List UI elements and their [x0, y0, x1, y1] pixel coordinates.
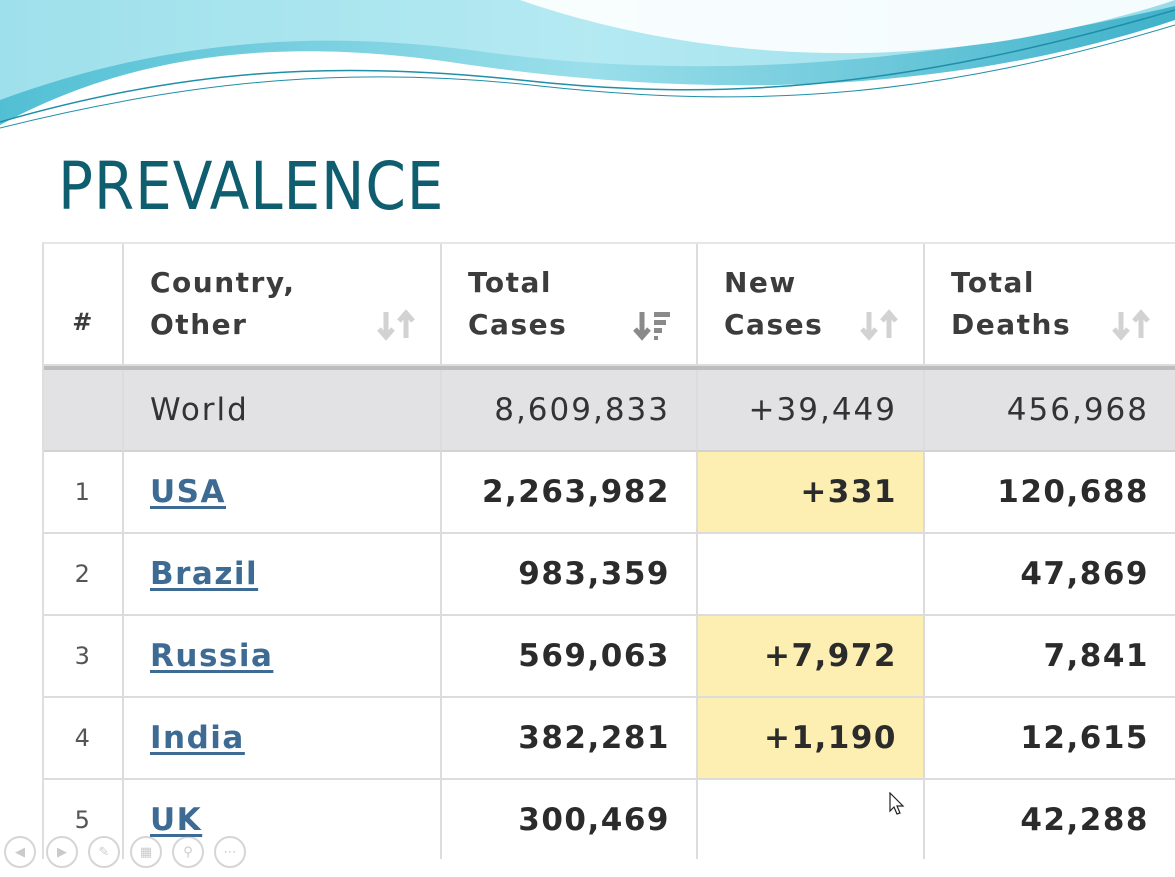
row-total-cases: 300,469	[442, 780, 698, 859]
header-total-deaths-line2: Deaths	[951, 308, 1072, 341]
row-new-cases: +1,190	[698, 698, 925, 780]
row-country-cell: Brazil	[124, 534, 442, 616]
presentation-controls: ◀ ▶ ✎ ▦ ⚲ ⋯	[4, 836, 246, 868]
world-total-cases: 8,609,833	[442, 370, 698, 452]
header-total-deaths-text: Total Deaths	[925, 262, 1071, 346]
row-country-cell: Russia	[124, 616, 442, 698]
table-grid: # Country, Other Total Cases	[44, 244, 1175, 859]
header-country-line2: Other	[150, 308, 248, 341]
header-total-deaths-line1: Total	[951, 266, 1035, 299]
row-total-deaths: 47,869	[925, 534, 1175, 616]
row-country-cell: USA	[124, 452, 442, 534]
zoom-icon[interactable]: ⚲	[172, 836, 204, 868]
row-rank: 3	[44, 616, 124, 698]
country-link-russia[interactable]: Russia	[150, 638, 274, 674]
header-new-cases-line1: New	[724, 266, 797, 299]
header-new-cases-text: New Cases	[698, 262, 823, 346]
row-new-cases: +331	[698, 452, 925, 534]
row-total-deaths: 7,841	[925, 616, 1175, 698]
country-link-usa[interactable]: USA	[150, 474, 226, 510]
row-total-deaths: 120,688	[925, 452, 1175, 534]
slide-title: PREVALENCE	[58, 148, 445, 225]
world-rank-cell	[44, 370, 124, 452]
row-total-cases: 2,263,982	[442, 452, 698, 534]
row-rank: 5	[44, 780, 124, 859]
row-total-cases: 382,281	[442, 698, 698, 780]
header-country[interactable]: Country, Other	[124, 244, 442, 366]
header-rank-label: #	[72, 308, 94, 336]
header-total-cases-text: Total Cases	[442, 262, 567, 346]
header-country-line1: Country,	[150, 266, 296, 299]
sort-updown-icon[interactable]	[859, 308, 901, 342]
next-icon[interactable]: ▶	[46, 836, 78, 868]
row-new-cases	[698, 780, 925, 859]
header-rank[interactable]: #	[44, 244, 124, 366]
country-link-brazil[interactable]: Brazil	[150, 556, 259, 592]
world-country-cell: World	[124, 370, 442, 452]
header-total-cases[interactable]: Total Cases	[442, 244, 698, 366]
row-rank: 2	[44, 534, 124, 616]
row-total-deaths: 42,288	[925, 780, 1175, 859]
header-total-cases-line2: Cases	[468, 308, 568, 341]
country-link-uk[interactable]: UK	[150, 802, 203, 838]
row-total-deaths: 12,615	[925, 698, 1175, 780]
row-total-cases: 569,063	[442, 616, 698, 698]
pen-icon[interactable]: ✎	[88, 836, 120, 868]
covid-stats-table: # Country, Other Total Cases	[42, 242, 1175, 859]
header-new-cases-line2: Cases	[724, 308, 824, 341]
world-new-cases: +39,449	[698, 370, 925, 452]
sort-updown-icon[interactable]	[376, 308, 418, 342]
sort-updown-icon[interactable]	[1111, 308, 1153, 342]
header-new-cases[interactable]: New Cases	[698, 244, 925, 366]
world-total-deaths: 456,968	[925, 370, 1175, 452]
header-total-deaths[interactable]: Total Deaths	[925, 244, 1175, 366]
row-rank: 1	[44, 452, 124, 534]
header-wave-decoration	[0, 0, 1175, 129]
header-country-text: Country, Other	[124, 262, 296, 346]
sort-descending-icon[interactable]	[632, 308, 674, 342]
mouse-pointer-icon	[889, 792, 905, 815]
country-link-india[interactable]: India	[150, 720, 245, 756]
previous-icon[interactable]: ◀	[4, 836, 36, 868]
header-total-cases-line1: Total	[468, 266, 552, 299]
row-rank: 4	[44, 698, 124, 780]
header-divider	[44, 366, 1175, 370]
row-new-cases: +7,972	[698, 616, 925, 698]
more-icon[interactable]: ⋯	[214, 836, 246, 868]
row-country-cell: India	[124, 698, 442, 780]
world-country-label: World	[150, 392, 249, 428]
row-new-cases	[698, 534, 925, 616]
slides-icon[interactable]: ▦	[130, 836, 162, 868]
row-country-cell: UK	[124, 780, 442, 859]
row-total-cases: 983,359	[442, 534, 698, 616]
